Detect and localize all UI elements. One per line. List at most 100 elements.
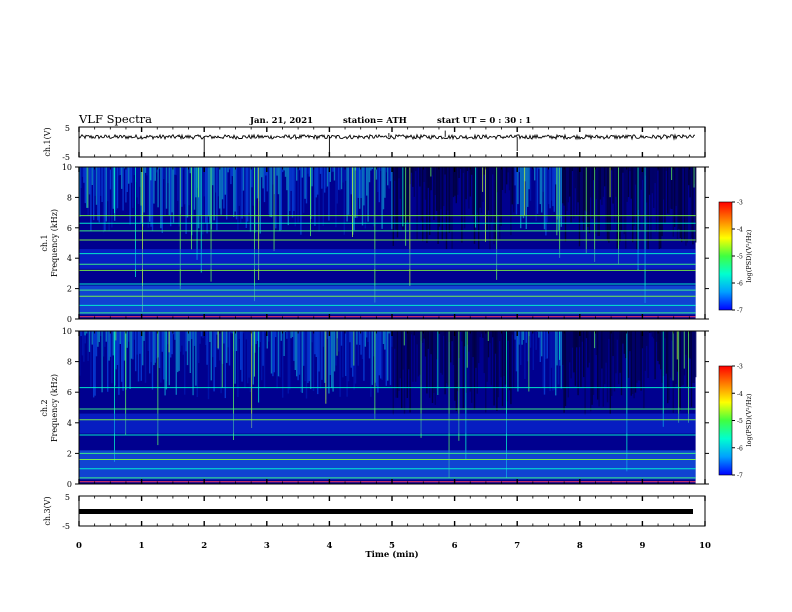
spectrogram-column <box>490 167 492 223</box>
spectrogram-column <box>599 167 602 200</box>
spectrogram-band <box>79 413 696 434</box>
spectrogram-column <box>298 331 301 375</box>
spectrogram-column <box>420 167 422 221</box>
spectrogram-column <box>248 167 250 213</box>
spectrogram-column <box>500 331 502 378</box>
ch3-waveform-ylabel: ch.3(V) <box>43 496 52 525</box>
spectrogram-column <box>328 331 330 394</box>
spectrogram-column <box>94 167 96 196</box>
spectrogram-column <box>256 167 259 199</box>
spectrogram-column <box>286 331 288 339</box>
spectrogram-column <box>223 167 225 209</box>
spectrogram-column <box>570 331 572 379</box>
spectrogram-column <box>137 331 140 382</box>
spectrogram-column <box>482 331 484 338</box>
spectrogram-column <box>132 331 134 360</box>
ch2-colorbar-tick-label: -6 <box>737 445 743 452</box>
spectrogram-column <box>524 331 526 379</box>
ch1-spectrogram-ytick-label: 4 <box>67 254 72 263</box>
spectrogram-column <box>266 167 268 192</box>
spectrogram-column <box>438 167 441 227</box>
spectrogram-column <box>479 331 481 338</box>
spectrogram-column <box>116 331 119 365</box>
spectrogram-sferic <box>142 167 143 312</box>
spectrogram-column <box>672 167 674 237</box>
spectrogram-column <box>462 331 464 408</box>
spectrogram-column <box>632 331 634 394</box>
spectrogram-column <box>669 331 672 378</box>
spectrogram-column <box>314 167 316 226</box>
spectrogram-column <box>118 331 120 395</box>
spectrogram-column <box>433 331 435 393</box>
spectrogram-column <box>588 331 590 363</box>
spectrogram-column <box>389 331 392 386</box>
spectrogram-column <box>245 331 247 340</box>
spectrogram-column <box>346 331 348 397</box>
spectrogram-column <box>171 331 173 355</box>
spectrogram-column <box>601 167 603 205</box>
spectrogram-column <box>590 331 592 412</box>
spectrogram-column <box>191 331 193 340</box>
ch2-spectrogram-ytick-label: 4 <box>67 419 72 428</box>
spectrogram-column <box>296 331 298 377</box>
spectrogram-column <box>342 167 344 183</box>
spectrogram-column <box>238 331 240 339</box>
spectrogram-column <box>363 167 365 206</box>
spectrogram-column <box>122 167 124 211</box>
spectrogram-column <box>427 167 429 188</box>
spectrogram-column <box>195 167 197 198</box>
spectrogram-column <box>181 331 183 346</box>
spectrogram-column <box>189 167 191 174</box>
spectrogram-column <box>240 331 242 370</box>
spectrogram-column <box>494 331 497 354</box>
spectrogram-column <box>399 331 401 379</box>
spectrogram-column <box>527 167 529 207</box>
spectrogram-column <box>308 331 310 382</box>
spectrogram-column <box>93 331 95 398</box>
spectrogram-column <box>415 331 417 382</box>
spectrogram-column <box>98 331 100 342</box>
x-tick-label: 5 <box>389 541 395 551</box>
spectrogram-sferic <box>114 331 115 462</box>
spectrogram-column <box>675 331 677 384</box>
spectrogram-column <box>144 167 147 173</box>
spectrogram-column <box>507 331 509 341</box>
spectrogram-column <box>650 167 652 239</box>
spectrogram-column <box>352 331 354 377</box>
spectrogram-column <box>592 331 595 395</box>
ch2-spectrogram-ytick-label: 6 <box>67 388 72 397</box>
spectrogram-column <box>125 167 127 203</box>
spectrogram-column <box>200 331 203 337</box>
ch2-colorbar: -3 -4 -5 -6 -7 log(PSD)(V²/Hz) <box>718 364 753 480</box>
spectrogram-column <box>81 167 84 177</box>
spectrogram-column <box>210 331 212 381</box>
spectrogram-column <box>678 167 680 229</box>
spectrogram-column <box>364 167 366 229</box>
spectrogram-column <box>693 331 695 383</box>
ch2-spectrogram-ylabel-channel: ch.2 <box>40 399 49 416</box>
spectrogram-column <box>529 167 532 201</box>
spectrogram-column <box>160 331 162 383</box>
ch2-colorbar-tick-label: -4 <box>737 391 743 398</box>
ch1-colorbar-label: log(PSD)(V²/Hz) <box>745 229 753 282</box>
spectrogram-column <box>178 167 180 227</box>
spectrogram-column <box>361 167 364 226</box>
spectrogram-column <box>478 167 480 249</box>
spectrogram-column <box>84 331 86 344</box>
spectrogram-column <box>611 167 613 171</box>
spectrogram-column <box>485 331 487 413</box>
ch1-colorbar-ticks: -3 -4 -5 -6 -7 <box>732 200 743 315</box>
spectrogram-column <box>333 331 336 372</box>
spectrogram-column <box>578 167 581 247</box>
spectrogram-column <box>153 331 155 366</box>
spectrogram-column <box>650 331 652 334</box>
spectrogram-column <box>513 167 515 213</box>
spectrogram-column <box>368 331 371 359</box>
spectrogram-sferic <box>585 167 587 253</box>
spectrogram-column <box>395 167 397 230</box>
spectrogram-column <box>580 331 582 387</box>
spectrogram-column <box>472 331 474 358</box>
spectrogram-column <box>465 167 467 200</box>
spectrogram-column <box>94 331 96 396</box>
spectrogram-column <box>667 331 669 404</box>
